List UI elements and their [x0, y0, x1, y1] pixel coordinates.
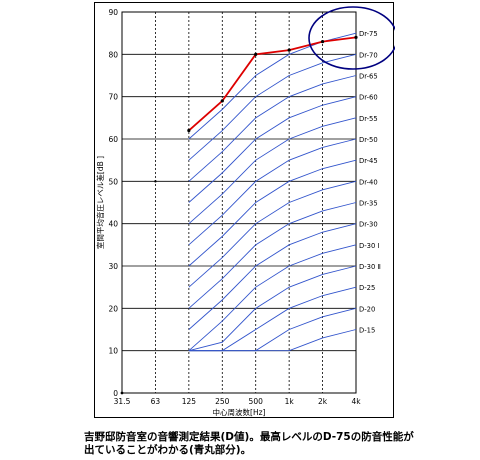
d-curve: [188, 223, 357, 330]
d-curve-label: Dr-45: [359, 157, 378, 165]
x-tick-label: 4k: [351, 397, 361, 406]
x-tick-label: 1k: [285, 397, 295, 406]
d-curve: [188, 286, 357, 352]
x-tick-label: 63: [151, 397, 161, 406]
d-curve-label: D-30 Ⅰ: [359, 242, 380, 250]
y-tick-label: 0: [113, 389, 118, 398]
y-tick-label: 80: [108, 50, 118, 59]
d-curve-label: Dr-70: [359, 51, 378, 59]
d-curve: [188, 138, 357, 246]
measured-point: [354, 35, 358, 40]
d-curve-label: Dr-60: [359, 94, 378, 102]
y-tick-label: 30: [108, 262, 118, 271]
y-tick-label: 20: [108, 304, 118, 313]
d-curve: [188, 329, 357, 352]
caption: 吉野邸防音室の音響測定結果(D値)。最高レベルのD-75の防音性能が 出ているこ…: [84, 431, 464, 457]
d-curve-label: D-15: [359, 327, 375, 335]
d-curve-label: Dr-75: [359, 30, 378, 38]
d-curve-label: Dr-55: [359, 115, 378, 123]
chart-frame: 0 10 20 30 40 50 60 70 80 90 31.5 63 125 250 500 1k 2k 4k…: [94, 2, 395, 418]
y-tick-label: 60: [108, 135, 118, 144]
d-curve-label: D-25: [359, 284, 375, 292]
d-curve: [188, 159, 357, 267]
measured-point: [320, 40, 325, 44]
d-curve: [188, 202, 357, 309]
d-curve-label: Dr-65: [359, 73, 378, 81]
y-axis-label: 室間平均音圧レベル差[dB ]: [95, 156, 105, 249]
d-curve-label: Dr-30: [359, 221, 378, 229]
measured-point: [254, 52, 258, 56]
origin-point: [120, 391, 124, 395]
plot-area: [121, 11, 357, 394]
measured-point: [287, 48, 291, 52]
x-tick-label: 125: [182, 397, 197, 406]
d-curve-label: Dr-50: [359, 136, 378, 144]
y-tick-label: 40: [108, 220, 118, 229]
d-curve: [188, 180, 357, 288]
x-axis-label: 中心周波数[Hz]: [213, 407, 266, 417]
d-curve-label: Dr-35: [359, 200, 378, 208]
d-curve-label: D-30 Ⅱ: [359, 263, 381, 271]
d-curve-label: D-20: [359, 305, 375, 313]
caption-line-2: 出ていることがわかる(青丸部分)。: [84, 444, 252, 456]
y-tick-label: 10: [108, 347, 118, 356]
x-tick-label: 500: [249, 397, 264, 406]
measured-point: [220, 99, 224, 103]
d-curve: [188, 244, 357, 352]
x-tick-label: 2k: [318, 397, 328, 406]
d-curve: [188, 265, 357, 352]
d-curve: [188, 75, 357, 182]
d-curve-label: Dr-40: [359, 178, 378, 186]
d-curve: [188, 117, 357, 225]
d-curve: [188, 53, 357, 161]
x-tick-label: 250: [215, 397, 230, 406]
y-tick-label: 50: [108, 177, 118, 186]
x-tick-label: 31.5: [114, 397, 131, 406]
d-curve: [188, 96, 357, 203]
measured-point: [187, 128, 191, 133]
highlight-ellipse: [308, 6, 395, 70]
y-tick-label: 70: [108, 93, 118, 102]
chart-svg: 0 10 20 30 40 50 60 70 80 90 31.5 63 125 250 500 1k 2k 4k…: [95, 6, 395, 417]
y-tick-label: 90: [108, 8, 118, 17]
stray-point: [154, 180, 157, 183]
measured-line: [188, 36, 357, 132]
caption-line-1: 吉野邸防音室の音響測定結果(D値)。最高レベルのD-75の防音性能が: [84, 431, 414, 443]
